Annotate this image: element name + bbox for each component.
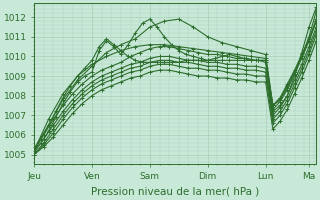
X-axis label: Pression niveau de la mer( hPa ): Pression niveau de la mer( hPa ) <box>91 187 259 197</box>
